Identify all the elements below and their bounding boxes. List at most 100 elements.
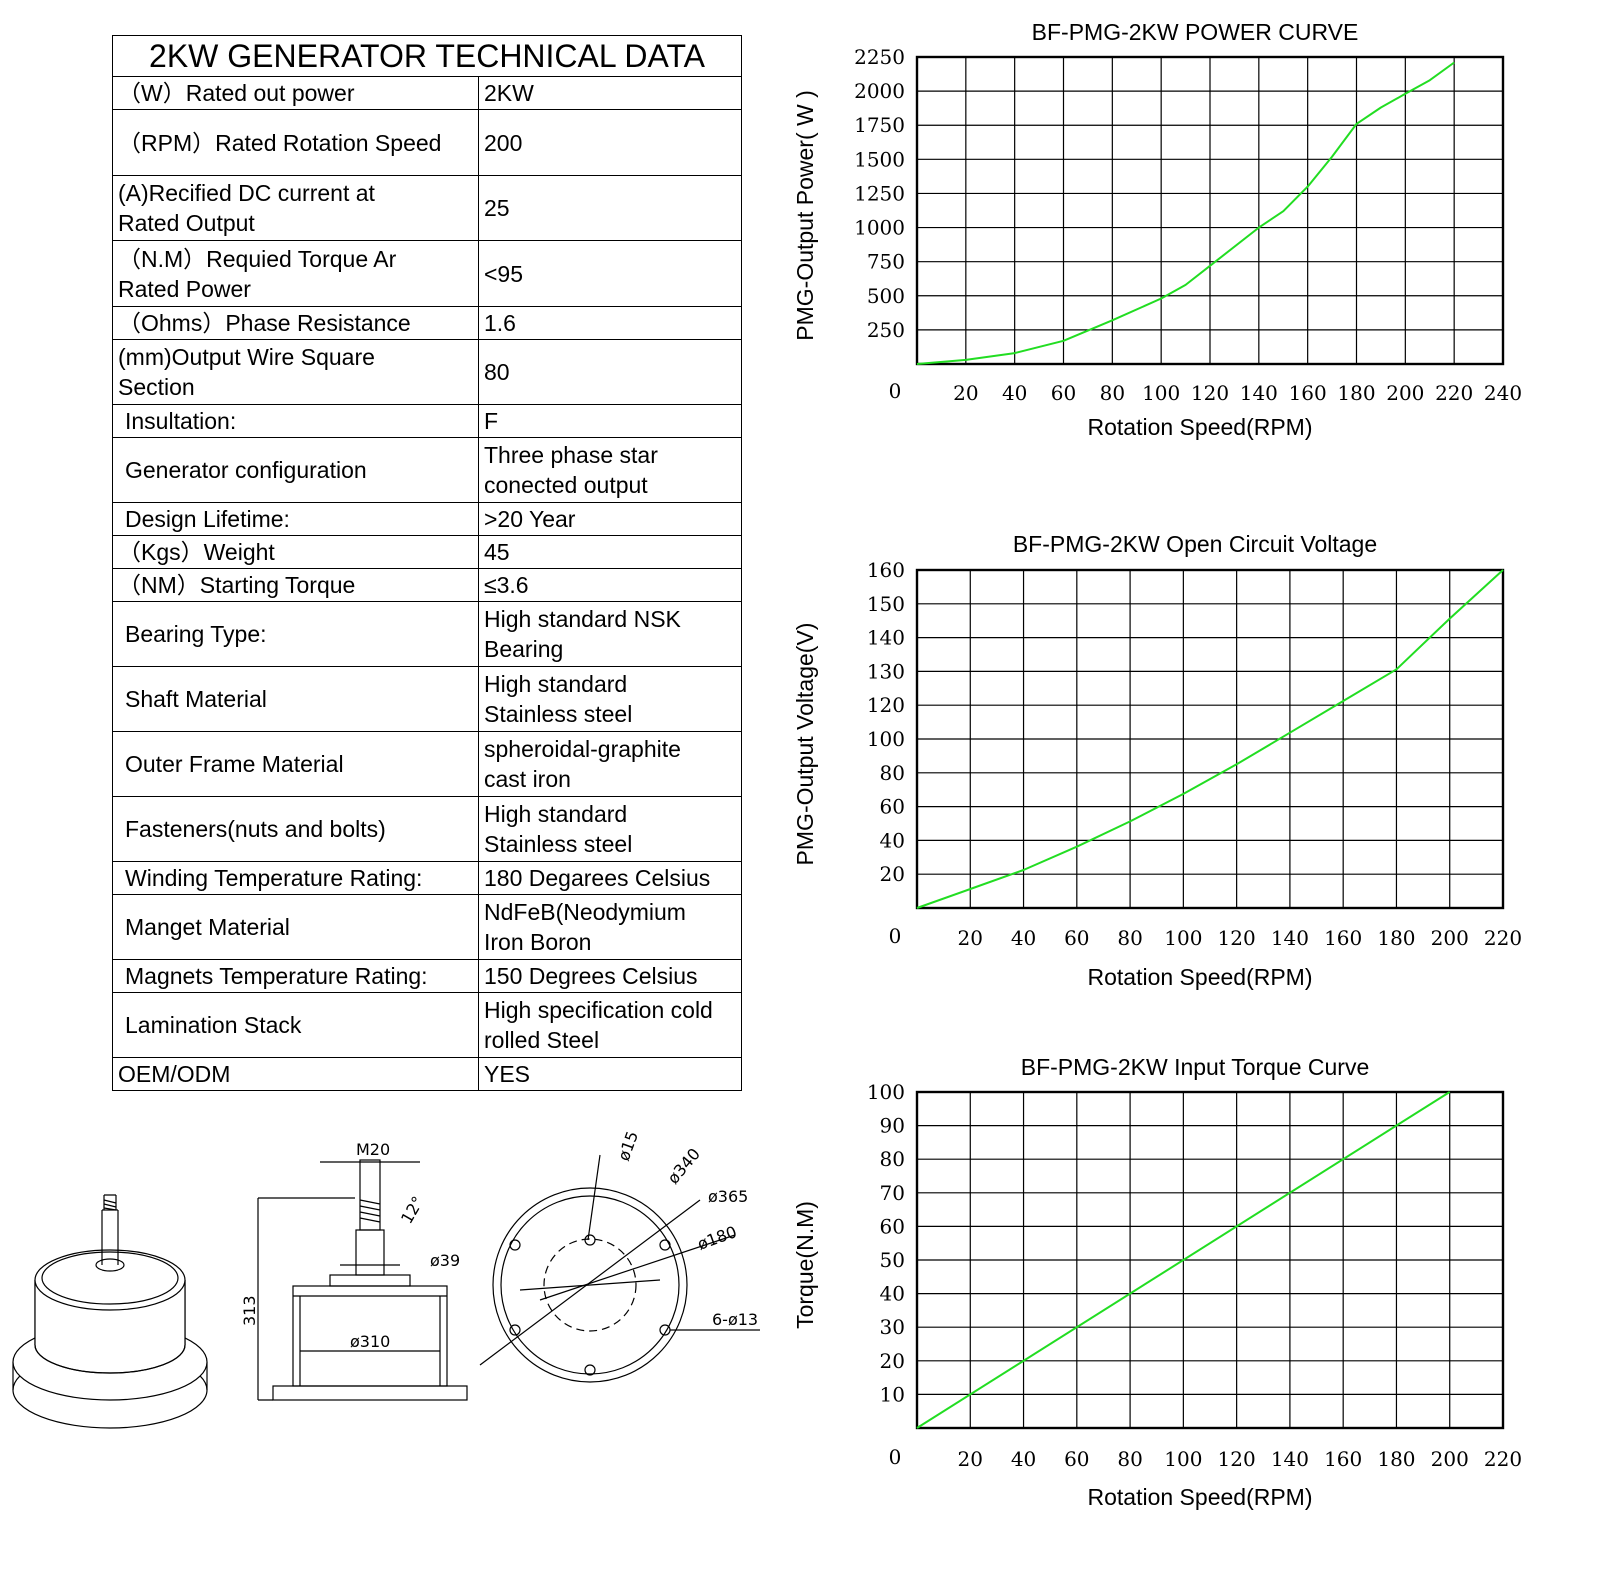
- technical-drawings: M20 12° ø39 313 ø310 ø15 ø340 ø365 ø180 …: [12, 1130, 760, 1429]
- spec-value: F: [478, 404, 742, 438]
- spec-value: 45: [478, 535, 742, 569]
- dim-d39: ø39: [430, 1251, 460, 1270]
- y-axis-label: PMG-Output Voltage(V): [792, 623, 818, 866]
- spec-value: spheroidal-graphite cast iron: [478, 731, 742, 797]
- table-row: （RPM）Rated Rotation Speed 200: [112, 109, 742, 176]
- x-tick-label: 120: [1218, 1447, 1256, 1471]
- spec-value: 150 Degrees Celsius: [478, 959, 742, 993]
- table-row: Fasteners(nuts and bolts) High standard S…: [112, 796, 742, 862]
- spec-value: YES: [478, 1057, 742, 1091]
- x-tick-label: 140: [1240, 381, 1278, 405]
- table-row: （Ohms）Phase Resistance 1.6: [112, 306, 742, 340]
- x-tick-label: 20: [958, 1447, 983, 1471]
- dim-313: 313: [240, 1295, 259, 1326]
- spec-value: <95: [478, 240, 742, 307]
- input-torque-chart: 0 20 40 60 80 100 120 140 160 180 200 220 10 20 30 40 50…: [792, 1054, 1522, 1510]
- x-tick-label: 40: [1002, 381, 1027, 405]
- x-tick-label: 80: [1117, 926, 1142, 950]
- x-tick-label: 160: [1324, 1447, 1362, 1471]
- series-line: [916, 569, 1504, 909]
- y-tick-label: 120: [867, 693, 905, 717]
- spec-value: High standard Stainless steel: [478, 666, 742, 732]
- spec-value: 1.6: [478, 306, 742, 340]
- table-row: (A)Recified DC current at Rated Output 25: [112, 175, 742, 241]
- x-axis-label: Rotation Speed(RPM): [1088, 964, 1313, 990]
- x-tick-label: 60: [1064, 926, 1089, 950]
- x-tick-label: 40: [1011, 1447, 1036, 1471]
- y-tick-label: 50: [880, 1248, 905, 1272]
- y-tick-label: 1750: [854, 113, 905, 137]
- spec-label: Shaft Material: [112, 666, 479, 732]
- spec-value: High specification cold rolled Steel: [478, 992, 742, 1058]
- spec-value: High standard NSK Bearing: [478, 601, 742, 667]
- table-row: （NM）Starting Torque ≤3.6: [112, 568, 742, 602]
- dim-angle: 12°: [397, 1193, 428, 1227]
- y-tick-label: 40: [880, 828, 905, 852]
- dim-d340: ø340: [664, 1144, 704, 1187]
- x-tick-label: 220: [1484, 1447, 1522, 1471]
- x-tick-label: 100: [1164, 926, 1202, 950]
- y-axis-label: Torque(N.M): [792, 1201, 818, 1329]
- spec-label: （N.M）Requied Torque Ar Rated Power: [112, 240, 479, 307]
- x-tick-label: 0: [889, 1445, 902, 1469]
- y-tick-label: 750: [867, 250, 905, 274]
- spec-label: Magnets Temperature Rating:: [112, 959, 479, 993]
- x-tick-label: 60: [1064, 1447, 1089, 1471]
- table-row: (mm)Output Wire Square Section 80: [112, 339, 742, 405]
- spec-value: 200: [478, 109, 742, 176]
- x-tick-label: 200: [1431, 926, 1469, 950]
- dim-d310: ø310: [350, 1332, 390, 1351]
- y-tick-label: 1500: [854, 147, 905, 171]
- y-tick-label: 10: [880, 1382, 905, 1406]
- dim-d180: ø180: [695, 1222, 739, 1254]
- chart-title: BF-PMG-2KW Input Torque Curve: [1021, 1054, 1370, 1080]
- side-view-dimensions: M20 12° ø39 313 ø310: [240, 1140, 460, 1351]
- open-circuit-voltage-chart: 0 20 40 60 80 100 120 140 160 180 200 220 20 40 60 80 10…: [792, 531, 1522, 990]
- y-tick-label: 100: [867, 1080, 905, 1104]
- y-tick-label: 60: [880, 795, 905, 819]
- y-tick-label: 20: [880, 862, 905, 886]
- chart-title: BF-PMG-2KW Open Circuit Voltage: [1013, 531, 1377, 557]
- generator-sketch: [12, 1194, 208, 1429]
- table-row: Design Lifetime: >20 Year: [112, 502, 742, 536]
- table-row: Insultation: F: [112, 404, 742, 438]
- x-tick-label: 80: [1117, 1447, 1142, 1471]
- side-view-drawing: [257, 1159, 468, 1401]
- spec-label: Design Lifetime:: [112, 502, 479, 536]
- table-row: （W）Rated out power 2KW: [112, 76, 742, 110]
- y-tick-label: 140: [867, 626, 905, 650]
- y-tick-label: 2000: [854, 79, 905, 103]
- y-tick-label: 100: [867, 727, 905, 751]
- dim-d15: ø15: [614, 1130, 642, 1163]
- spec-value: 180 Degarees Celsius: [478, 861, 742, 895]
- dim-holes: 6-ø13: [712, 1310, 758, 1329]
- y-tick-label: 60: [880, 1214, 905, 1238]
- y-tick-label: 80: [880, 1147, 905, 1171]
- y-tick-label: 1000: [854, 216, 905, 240]
- spec-label: （Ohms）Phase Resistance: [112, 306, 479, 340]
- table-row: Bearing Type: High standard NSK Bearing: [112, 601, 742, 667]
- table-row: （N.M）Requied Torque Ar Rated Power <95: [112, 240, 742, 307]
- x-tick-label: 20: [958, 926, 983, 950]
- x-axis-label: Rotation Speed(RPM): [1088, 414, 1313, 440]
- y-tick-label: 80: [880, 761, 905, 785]
- spec-value: ≤3.6: [478, 568, 742, 602]
- spec-label: Generator configuration: [112, 437, 479, 503]
- y-tick-label: 160: [867, 558, 905, 582]
- spec-value: 80: [478, 339, 742, 405]
- y-tick-label: 130: [867, 659, 905, 683]
- spec-label: Fasteners(nuts and bolts): [112, 796, 479, 862]
- x-tick-label: 80: [1100, 381, 1125, 405]
- spec-label: Manget Material: [112, 894, 479, 960]
- series-line: [916, 1091, 1451, 1429]
- x-tick-label: 160: [1289, 381, 1327, 405]
- spec-label: Outer Frame Material: [112, 731, 479, 797]
- table-row: Shaft Material High standard Stainless st…: [112, 666, 742, 732]
- spec-label: Bearing Type:: [112, 601, 479, 667]
- y-tick-label: 1250: [854, 181, 905, 205]
- spec-table-body: （W）Rated out power 2KW （RPM）Rated Rotation…: [112, 76, 742, 1091]
- plot-frame: [915, 568, 1505, 910]
- x-tick-label: 100: [1164, 1447, 1202, 1471]
- top-view-drawing: [479, 1154, 760, 1383]
- spec-label: Lamination Stack: [112, 992, 479, 1058]
